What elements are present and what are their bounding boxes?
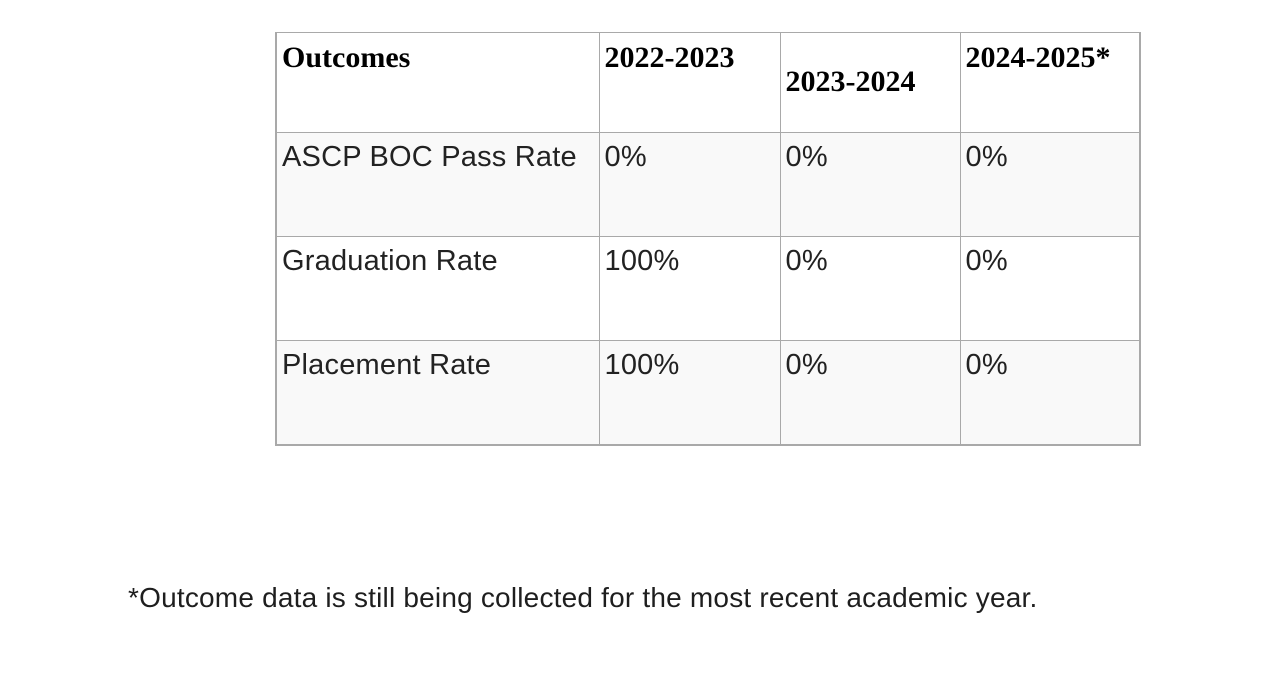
cell-value: 0% <box>779 132 961 237</box>
table-row-placement-rate: Placement Rate 100% 0% 0% <box>275 340 1141 445</box>
cell-value: 0% <box>779 340 961 445</box>
table-row-graduation-rate: Graduation Rate 100% 0% 0% <box>275 236 1141 341</box>
column-header-2024-2025: 2024-2025* <box>959 32 1141 133</box>
cell-value: 0% <box>959 340 1141 445</box>
outcomes-table-container: Outcomes 2022-2023 2023-2024 2024-2025* … <box>275 32 1141 446</box>
row-label: Graduation Rate <box>275 236 600 341</box>
column-header-label: 2022-2023 <box>604 41 735 74</box>
outcomes-table: Outcomes 2022-2023 2023-2024 2024-2025* … <box>275 32 1141 446</box>
row-label: Placement Rate <box>275 340 600 445</box>
cell-value: 0% <box>959 132 1141 237</box>
column-header-label: 2023-2024 <box>785 65 916 98</box>
row-label: ASCP BOC Pass Rate <box>275 132 600 237</box>
cell-value: 0% <box>779 236 961 341</box>
column-header-label: Outcomes <box>282 41 411 74</box>
column-header-outcomes: Outcomes <box>275 32 600 133</box>
cell-value: 0% <box>598 132 781 237</box>
table-row-ascp-boc-pass-rate: ASCP BOC Pass Rate 0% 0% 0% <box>275 132 1141 237</box>
column-header-2022-2023: 2022-2023 <box>598 32 781 133</box>
cell-value: 0% <box>959 236 1141 341</box>
cell-value: 100% <box>598 236 781 341</box>
cell-value: 100% <box>598 340 781 445</box>
column-header-label: 2024-2025* <box>965 41 1111 74</box>
table-header-row: Outcomes 2022-2023 2023-2024 2024-2025* <box>275 32 1141 133</box>
footnote-text: *Outcome data is still being collected f… <box>128 582 1038 613</box>
column-header-2023-2024: 2023-2024 <box>779 32 961 133</box>
